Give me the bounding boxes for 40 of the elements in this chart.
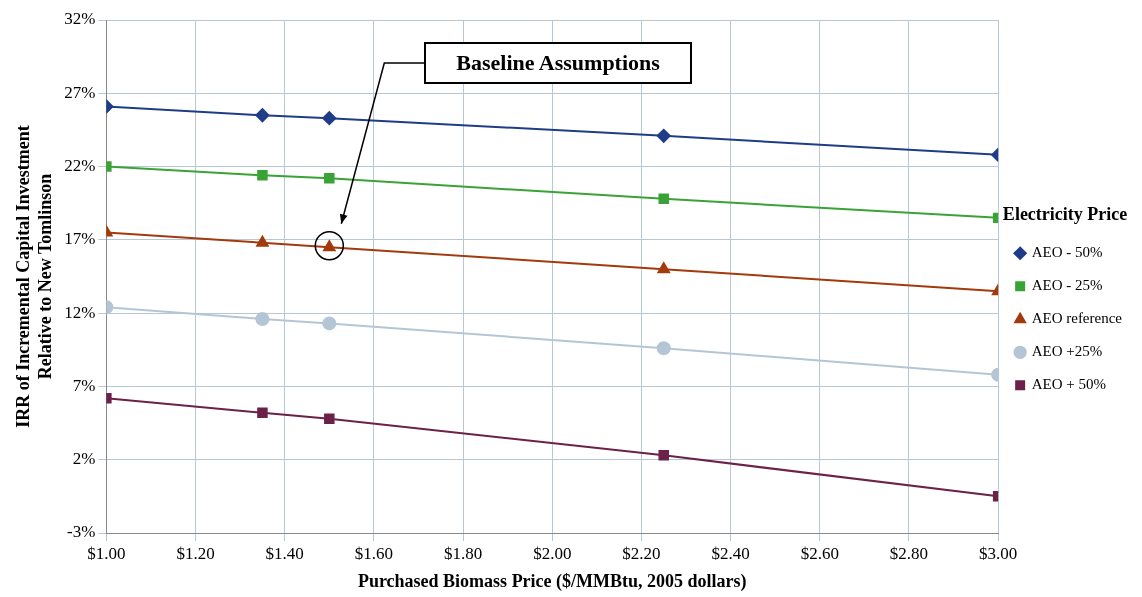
- x-tick-label: $1.80: [443, 543, 483, 563]
- x-tick-label: $2.00: [533, 543, 572, 563]
- legend-label: AEO - 25%: [1031, 277, 1103, 294]
- x-tick-label: $2.80: [889, 543, 929, 563]
- legend-label: AEO reference: [1031, 310, 1123, 327]
- y-tick-label: 7%: [72, 375, 96, 395]
- point: [322, 316, 337, 331]
- legend-label: AEO +25%: [1031, 343, 1103, 360]
- legend-label: AEO - 50%: [1031, 244, 1103, 261]
- point: [322, 111, 337, 126]
- x-axis-title: Purchased Biomass Price ($/MMBtu, 2005 dollars): [357, 570, 747, 592]
- y-tick-label: -3%: [67, 522, 96, 542]
- x-tick-label: $1.40: [265, 543, 304, 563]
- y-tick-label: 32%: [64, 9, 96, 29]
- point: [255, 108, 270, 123]
- x-tick-label: $2.60: [800, 543, 839, 563]
- point: [257, 170, 268, 181]
- x-tick-label: $3.00: [979, 543, 1018, 563]
- point: [255, 312, 270, 327]
- x-tick-label: $2.40: [711, 543, 750, 563]
- x-tick-label: $1.00: [87, 543, 126, 563]
- legend-title: Electricity Price: [1002, 203, 1128, 224]
- point: [656, 341, 671, 356]
- y-tick-label: 22%: [64, 156, 96, 176]
- x-tick-label: $1.20: [176, 543, 215, 563]
- point: [324, 173, 335, 184]
- point: [324, 413, 335, 424]
- x-tick-label: $1.60: [354, 543, 394, 563]
- y-tick-label: 12%: [64, 302, 96, 322]
- legend-label: AEO + 50%: [1031, 376, 1106, 393]
- annotation: Baseline Assumptions: [424, 42, 692, 84]
- y-tick-label: 17%: [64, 229, 96, 249]
- point: [257, 407, 268, 419]
- y-tick-label: 27%: [64, 82, 96, 102]
- y-axis-title: IRR of Incremental Capital Investment Relative to New Tomlinson: [13, 125, 56, 428]
- point: [658, 450, 669, 461]
- point: [658, 193, 669, 205]
- point: [656, 128, 671, 143]
- x-tick-label: $2.20: [622, 543, 661, 563]
- y-tick-label: 2%: [72, 449, 96, 469]
